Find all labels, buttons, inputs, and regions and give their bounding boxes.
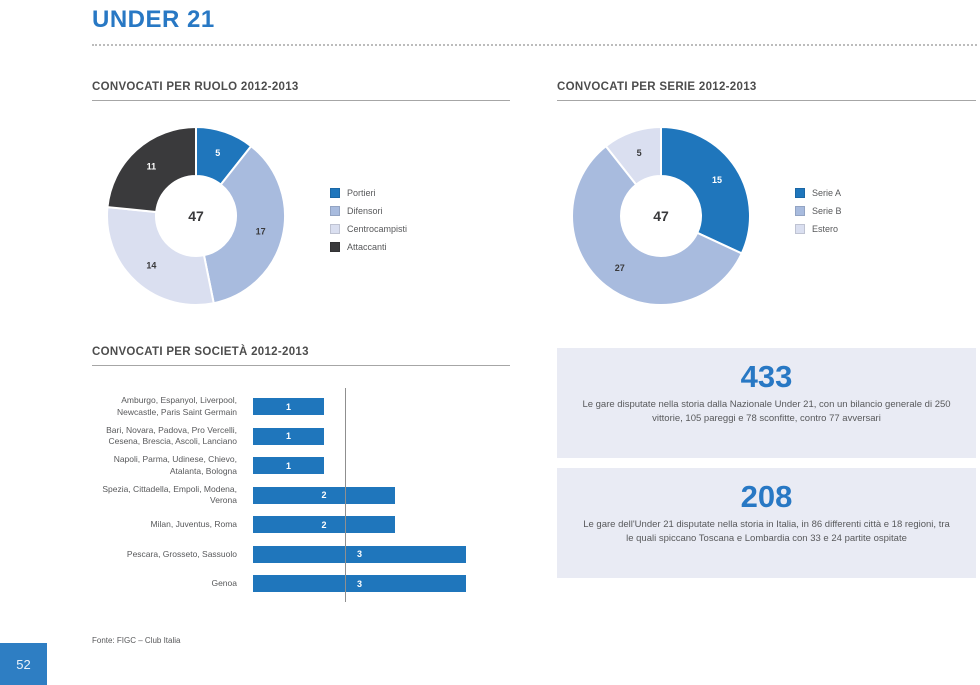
legend-label-difensori: Difensori [347, 206, 383, 216]
bar-value-label: 1 [285, 460, 291, 471]
donut-svg-serie: 15 27 5 47 [571, 125, 751, 306]
donut-segment-serie-b [571, 144, 744, 306]
bar-track: 3 [245, 545, 527, 563]
bar-chart-y-axis [345, 388, 346, 602]
legend-swatch-serie-a [795, 188, 805, 198]
donut-value-label-attaccanti: 11 [147, 162, 157, 172]
legend-swatch-portieri [330, 188, 340, 198]
bar-spezia: 2 [253, 486, 395, 504]
legend-label-serie-b: Serie B [812, 206, 842, 216]
donut-center-total: 47 [653, 208, 669, 224]
bar-category-label: Amburgo, Espanyol, Liverpool, Newcastle,… [117, 395, 237, 417]
bar-row-2: Bari, Novara, Padova, Pro Vercelli, Cese… [92, 422, 527, 452]
stat-number-433: 433 [740, 359, 793, 394]
bar-track: 1 [245, 398, 527, 416]
heading-convocati-per-ruolo: CONVOCATI PER RUOLO 2012-2013 [92, 81, 510, 101]
heading-convocati-per-serie: CONVOCATI PER SERIE 2012-2013 [557, 81, 976, 101]
bar-value-label: 1 [285, 431, 291, 442]
legend-label-portieri: Portieri [347, 188, 376, 198]
donut-value-label-serie-b: 27 [615, 263, 625, 273]
donut-segment-centrocampisti [106, 205, 215, 306]
bar-track: 1 [245, 427, 527, 445]
bar-category-label: Pescara, Grosseto, Sassuolo [126, 548, 237, 559]
donut-segment-estero [604, 125, 662, 187]
bar-row-6: Pescara, Grosseto, Sassuolo 3 [92, 540, 527, 570]
stats-column: 433 Le gare disputate nella storia dalla… [557, 348, 976, 588]
bar-milan: 2 [253, 516, 395, 534]
donut-chart-ruolo: 5 17 14 11 47 [92, 116, 304, 321]
bar-track: 2 [245, 486, 527, 504]
legend-swatch-centrocampisti [330, 224, 340, 234]
legend-label-estero: Estero [812, 224, 839, 234]
bar-row-1: Amburgo, Espanyol, Liverpool, Newcastle,… [92, 392, 527, 422]
bar-category-label: Genoa [211, 578, 237, 589]
bar-amburgo: 1 [253, 398, 324, 416]
legend-ruolo: Portieri Difensori Centrocampisti Attaccant… [330, 188, 407, 321]
stat-text-208: Le gare dell'Under 21 disputate nella st… [583, 519, 950, 544]
legend-item-difensori: Difensori [330, 206, 407, 216]
bar-pescara: 3 [253, 545, 466, 563]
bar-value-label: 2 [321, 490, 327, 501]
donut-value-label-difensori: 17 [256, 226, 266, 236]
stat-text-433: Le gare disputate nella storia dalla Naz… [582, 399, 951, 424]
donut-chart-serie-block: 15 27 5 47 Serie A Serie B Estero [557, 116, 976, 321]
bar-track: 3 [245, 575, 527, 593]
donut-segment-serie-a [660, 125, 751, 255]
bar-track: 2 [245, 516, 527, 534]
legend-swatch-difensori [330, 206, 340, 216]
page-number-box: 52 [0, 643, 47, 685]
donut-svg-ruolo: 5 17 14 11 47 [106, 125, 286, 306]
title-dotted-divider [92, 44, 977, 46]
donut-center-total: 47 [188, 208, 204, 224]
bar-value-label: 1 [285, 401, 291, 412]
page-number: 52 [16, 656, 31, 672]
bar-genoa: 3 [253, 575, 466, 593]
bar-value-label: 3 [356, 578, 362, 589]
donut-value-label-estero: 5 [637, 148, 642, 158]
bar-row-5: Milan, Juventus, Roma 2 [92, 510, 527, 540]
bar-category-label: Napoli, Parma, Udinese, Chievo, Atalanta… [113, 454, 237, 476]
legend-label-centrocampisti: Centrocampisti [347, 224, 408, 234]
stat-box-gare-italia: 208 Le gare dell'Under 21 disputate nell… [557, 468, 976, 578]
bar-category-label: Spezia, Cittadella, Empoli, Modena, Vero… [102, 483, 237, 506]
donut-segment-difensori [202, 144, 286, 305]
donut-chart-serie: 15 27 5 47 [557, 116, 769, 321]
donut-value-label-serie-a: 15 [712, 175, 722, 185]
legend-serie: Serie A Serie B Estero [795, 188, 842, 321]
legend-item-centrocampisti: Centrocampisti [330, 224, 407, 234]
bar-chart-societa: Amburgo, Espanyol, Liverpool, Newcastle,… [92, 384, 527, 614]
legend-item-attaccanti: Attaccanti [330, 242, 407, 252]
stat-box-gare-storia: 433 Le gare disputate nella storia dalla… [557, 348, 976, 458]
legend-swatch-estero [795, 224, 805, 234]
bar-category-label: Bari, Novara, Padova, Pro Vercelli, Cese… [106, 424, 237, 447]
heading-convocati-per-societa: CONVOCATI PER SOCIETÀ 2012-2013 [92, 346, 510, 366]
legend-item-estero: Estero [795, 224, 842, 234]
donut-segment-attaccanti [106, 125, 197, 214]
page-title: UNDER 21 [92, 6, 215, 33]
stat-number-208: 208 [740, 479, 793, 514]
source-note: Fonte: FIGC – Club Italia [92, 636, 181, 645]
legend-item-portieri: Portieri [330, 188, 407, 198]
bar-napoli: 1 [253, 457, 324, 475]
legend-label-serie-a: Serie A [812, 188, 842, 198]
bar-value-label: 2 [321, 519, 327, 530]
bar-value-label: 3 [356, 549, 362, 560]
legend-item-serie-b: Serie B [795, 206, 842, 216]
donut-value-label-centrocampisti: 14 [146, 260, 156, 270]
bar-row-4: Spezia, Cittadella, Empoli, Modena, Vero… [92, 481, 527, 511]
legend-label-attaccanti: Attaccanti [347, 242, 387, 252]
legend-item-serie-a: Serie A [795, 188, 842, 198]
bar-row-3: Napoli, Parma, Udinese, Chievo, Atalanta… [92, 451, 527, 481]
bar-row-7: Genoa 3 [92, 569, 527, 599]
legend-swatch-attaccanti [330, 242, 340, 252]
donut-value-label-portieri: 5 [215, 148, 220, 158]
bar-bari: 1 [253, 427, 324, 445]
bar-track: 1 [245, 457, 527, 475]
donut-chart-ruolo-block: 5 17 14 11 47 Portieri Difensori Centrocampist… [92, 116, 510, 321]
legend-swatch-serie-b [795, 206, 805, 216]
bar-category-label: Milan, Juventus, Roma [150, 519, 237, 530]
bar-chart-rows: Amburgo, Espanyol, Liverpool, Newcastle,… [92, 392, 527, 599]
